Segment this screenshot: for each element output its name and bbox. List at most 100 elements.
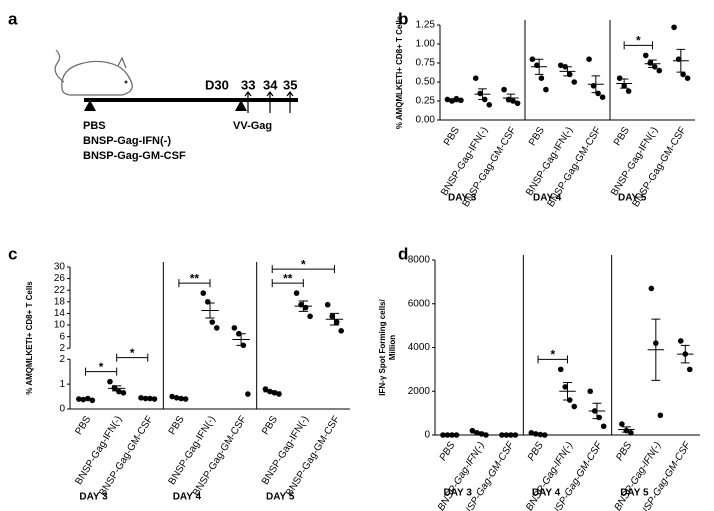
error-bar bbox=[591, 75, 601, 94]
data-point bbox=[557, 366, 564, 373]
y-tick-label: 8000 bbox=[408, 255, 431, 266]
data-point bbox=[477, 90, 484, 97]
data-point bbox=[657, 412, 664, 419]
group-label: DAY 3 bbox=[444, 488, 473, 499]
error-bar bbox=[449, 98, 459, 103]
group-label: DAY 4 bbox=[533, 193, 562, 204]
y-tick-label: 18 bbox=[54, 296, 66, 307]
significance-label: ** bbox=[190, 271, 200, 285]
harvest-day: 34 bbox=[263, 77, 278, 92]
data-point bbox=[571, 403, 578, 410]
data-point bbox=[542, 432, 548, 438]
data-point bbox=[501, 86, 507, 93]
error-bar bbox=[534, 58, 544, 75]
data-point bbox=[293, 290, 300, 296]
data-point bbox=[514, 100, 521, 107]
y-axis-label: % AMQMLKETI+ CD8+ T Cells bbox=[395, 15, 404, 129]
significance-bracket bbox=[623, 41, 653, 50]
error-bar bbox=[563, 66, 572, 77]
data-point bbox=[656, 67, 663, 74]
data-point bbox=[586, 56, 592, 62]
data-point bbox=[677, 338, 684, 344]
error-bar bbox=[592, 402, 602, 420]
error-bar bbox=[506, 93, 516, 103]
error-bar bbox=[329, 312, 340, 326]
data-point bbox=[619, 421, 625, 427]
y-tick-label: 10 bbox=[54, 320, 66, 331]
x-tick-label: PBS bbox=[442, 125, 462, 148]
data-point bbox=[472, 75, 479, 81]
error-bar bbox=[474, 431, 484, 435]
group-label: DAY 4 bbox=[173, 492, 202, 503]
data-point bbox=[651, 64, 658, 70]
injection-label: BNSP-Gag-GM-CSF bbox=[83, 150, 186, 162]
data-point bbox=[595, 90, 601, 97]
y-axis-label: % AMQMLKETI+ CD8+ T Cells bbox=[25, 281, 34, 395]
significance-label: * bbox=[636, 34, 641, 48]
y-tick-label: 2 bbox=[59, 354, 65, 365]
error-bar bbox=[80, 398, 91, 401]
significance-bracket bbox=[537, 355, 568, 364]
error-bar bbox=[112, 385, 122, 392]
x-tick-label: BNSP-Gag-GM-CSF bbox=[630, 125, 688, 209]
harvest-day: 33 bbox=[241, 77, 255, 92]
data-point bbox=[642, 52, 649, 59]
data-point bbox=[324, 301, 331, 308]
data-point bbox=[510, 98, 516, 104]
x-tick-label: PBS bbox=[167, 414, 187, 437]
data-point bbox=[625, 88, 632, 94]
y-tick-label: 30 bbox=[54, 262, 66, 273]
error-bar bbox=[298, 300, 308, 312]
data-point bbox=[449, 98, 455, 104]
error-bar bbox=[478, 88, 487, 100]
x-tick-label: PBS bbox=[438, 440, 458, 463]
y-tick-label: 1.25 bbox=[416, 20, 436, 31]
error-bar bbox=[648, 59, 657, 69]
data-point bbox=[538, 75, 545, 81]
y-tick-label: 0.75 bbox=[416, 58, 436, 69]
data-point bbox=[107, 378, 113, 385]
data-point bbox=[628, 430, 634, 436]
y-tick-label: 26 bbox=[54, 273, 66, 284]
error-bar bbox=[680, 344, 690, 364]
group-label: DAY 4 bbox=[532, 488, 561, 499]
error-bar bbox=[563, 382, 572, 401]
y-tick-label: 6 bbox=[59, 331, 65, 342]
data-point bbox=[329, 313, 335, 320]
data-point bbox=[557, 62, 564, 69]
x-tick-label: PBS bbox=[612, 125, 632, 148]
group-label: DAY 5 bbox=[618, 193, 647, 204]
y-tick-label: 14 bbox=[54, 308, 66, 319]
panel-label: a bbox=[8, 9, 18, 28]
data-point bbox=[671, 24, 677, 31]
data-point bbox=[486, 102, 493, 108]
significance-label: * bbox=[301, 257, 306, 271]
data-point bbox=[648, 285, 655, 292]
y-tick-label: 0 bbox=[59, 404, 65, 415]
significance-label: * bbox=[99, 360, 104, 374]
challenge-label: VV-Gag bbox=[233, 120, 272, 132]
data-point bbox=[116, 388, 122, 395]
group-label: DAY 5 bbox=[266, 492, 295, 503]
data-point bbox=[338, 328, 344, 334]
data-point bbox=[276, 391, 282, 397]
y-tick-label: 1 bbox=[59, 379, 65, 390]
data-point bbox=[444, 96, 451, 103]
mouse-eye bbox=[124, 80, 128, 84]
data-point bbox=[599, 94, 606, 100]
y-tick-label: 0.50 bbox=[416, 77, 436, 88]
data-point bbox=[483, 432, 489, 438]
significance-label: * bbox=[130, 346, 135, 360]
injection-label: PBS bbox=[83, 120, 106, 132]
y-axis-label: IFN-γ Spot Forming cells/ bbox=[378, 298, 387, 395]
x-tick-label: PBS bbox=[73, 414, 93, 437]
timeline-diagram: PBS BNSP-Gag-IFN(-) BNSP-Gag-GM-CSF D30 … bbox=[54, 49, 298, 162]
challenge-day: D30 bbox=[205, 77, 229, 92]
data-point bbox=[587, 388, 593, 395]
data-point bbox=[647, 60, 654, 66]
error-bar bbox=[236, 333, 246, 346]
panel-label: c bbox=[8, 244, 17, 263]
mouse-tail bbox=[54, 49, 65, 83]
panel-label: d bbox=[398, 244, 408, 263]
error-bar bbox=[619, 78, 629, 89]
